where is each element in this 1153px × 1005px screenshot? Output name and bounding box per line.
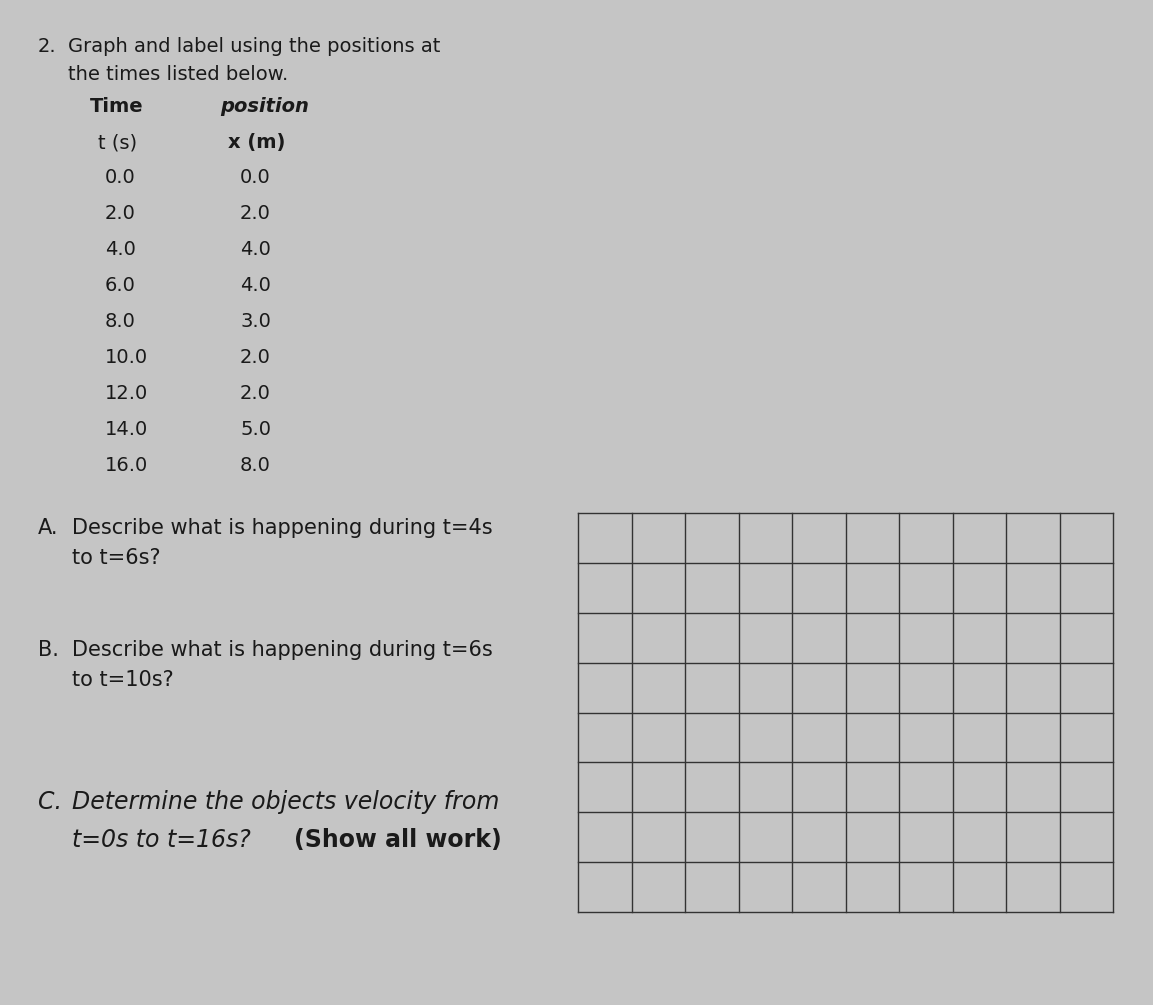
- Text: Describe what is happening during t=6s: Describe what is happening during t=6s: [71, 640, 492, 660]
- Text: Time: Time: [90, 97, 144, 116]
- Text: 2.0: 2.0: [240, 384, 271, 403]
- Text: A.: A.: [38, 518, 59, 538]
- Text: 2.0: 2.0: [105, 204, 136, 223]
- Text: to t=10s?: to t=10s?: [71, 670, 174, 690]
- Text: position: position: [220, 97, 309, 116]
- Text: 0.0: 0.0: [105, 168, 136, 187]
- Text: 4.0: 4.0: [105, 240, 136, 259]
- Text: 10.0: 10.0: [105, 348, 148, 367]
- Text: 3.0: 3.0: [240, 312, 271, 331]
- Text: 14.0: 14.0: [105, 420, 149, 439]
- Text: 0.0: 0.0: [240, 168, 271, 187]
- Text: B.: B.: [38, 640, 59, 660]
- Text: (Show all work): (Show all work): [294, 828, 502, 852]
- Text: to t=6s?: to t=6s?: [71, 548, 160, 568]
- Text: Graph and label using the positions at: Graph and label using the positions at: [68, 37, 440, 56]
- Text: 8.0: 8.0: [105, 312, 136, 331]
- Text: 8.0: 8.0: [240, 456, 271, 475]
- Text: 2.0: 2.0: [240, 348, 271, 367]
- Text: Describe what is happening during t=4s: Describe what is happening during t=4s: [71, 518, 492, 538]
- Text: 16.0: 16.0: [105, 456, 149, 475]
- Text: 2.: 2.: [38, 37, 56, 56]
- Text: Determine the objects velocity from: Determine the objects velocity from: [71, 790, 499, 814]
- Text: x (m): x (m): [228, 133, 286, 152]
- Text: 6.0: 6.0: [105, 276, 136, 295]
- Text: t (s): t (s): [98, 133, 137, 152]
- Text: 4.0: 4.0: [240, 240, 271, 259]
- Text: 4.0: 4.0: [240, 276, 271, 295]
- Text: 12.0: 12.0: [105, 384, 149, 403]
- Text: C.: C.: [38, 790, 62, 814]
- Text: 2.0: 2.0: [240, 204, 271, 223]
- Text: t=0s to t=16s?: t=0s to t=16s?: [71, 828, 258, 852]
- Text: 5.0: 5.0: [240, 420, 271, 439]
- Text: the times listed below.: the times listed below.: [68, 65, 288, 84]
